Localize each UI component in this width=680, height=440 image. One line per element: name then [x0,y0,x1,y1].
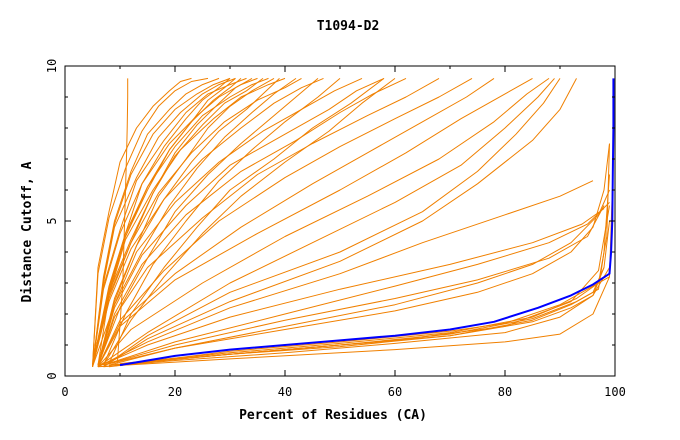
model-series-line-45 [97,78,264,366]
highlight-series-line [119,78,615,367]
x-tick-label: 80 [498,385,512,399]
model-series-line-33 [92,77,231,367]
model-series-line-43 [97,78,280,366]
model-series-line-15 [103,78,577,368]
chart-title: T1094-D2 [317,19,380,34]
model-series-line-29 [92,77,269,367]
model-series-line-39 [103,78,396,366]
model-series-line-37 [116,78,129,364]
x-tick-label: 40 [278,385,292,399]
model-series-line-35 [92,77,209,367]
model-series-line-18 [97,77,550,368]
model-series-line-49 [92,78,231,366]
model-series-line-16 [103,78,561,368]
model-series-line-31 [92,77,247,367]
y-tick-label: 10 [45,59,59,73]
y-axis-label: Distance Cutoff, A [20,161,35,302]
x-tick-label: 20 [168,385,182,399]
model-series-line-41 [97,78,319,366]
model-series-line-23 [97,77,407,367]
model-series-line-40 [103,78,341,366]
x-tick-label: 0 [61,385,68,399]
x-axis-label: Percent of Residues (CA) [239,408,427,423]
model-series-line-42 [97,77,297,366]
model-series-line-20 [97,77,495,367]
model-series-line-24 [97,77,385,367]
model-series-line-34 [92,77,220,367]
tick-layer: 0 20 40 60 80 100 0 5 10 [45,59,626,399]
model-series-line-38 [108,78,385,364]
model-series-line-21 [97,77,473,367]
model-series-line-44 [97,77,275,366]
model-series-line-8 [97,276,610,368]
model-series-line-9 [108,143,610,366]
model-series-line-22 [97,77,440,367]
model-series-line-48 [92,78,236,366]
model-series-line-27 [92,77,302,367]
model-series-line-10 [103,189,610,366]
x-tick-label: 60 [388,385,402,399]
model-series-line-26 [92,77,324,367]
model-series-line-12 [103,202,610,366]
x-tick-label: 100 [604,385,626,399]
model-series-line-36 [92,77,192,367]
y-tick-label: 0 [45,372,59,379]
model-series-line-25 [92,77,363,367]
series-layer [92,77,615,368]
model-series-line-32 [92,77,236,367]
y-tick-label: 5 [45,217,59,224]
model-series-line-13 [97,208,605,368]
model-series-line-46 [92,77,253,366]
model-series-line-14 [97,180,594,368]
model-series-line-6 [108,205,610,368]
model-series-line-7 [103,267,610,368]
model-series-line-11 [103,205,605,366]
model-series-line-30 [92,77,258,367]
model-series-line-17 [97,78,555,368]
